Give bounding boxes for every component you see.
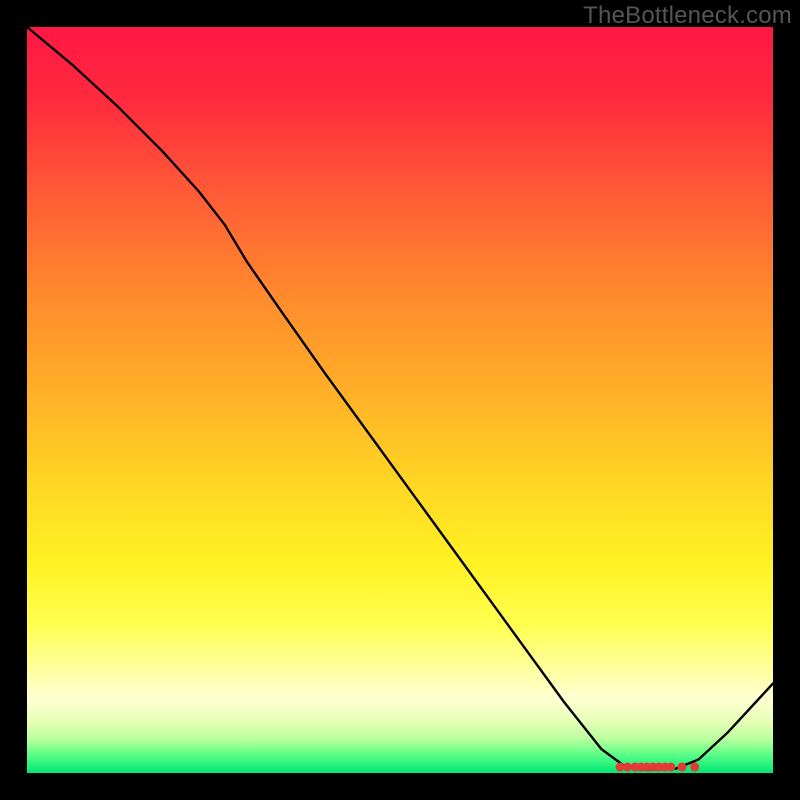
plot-area	[27, 27, 773, 773]
chart-dots	[27, 27, 773, 773]
watermark-text: TheBottleneck.com	[583, 2, 792, 30]
